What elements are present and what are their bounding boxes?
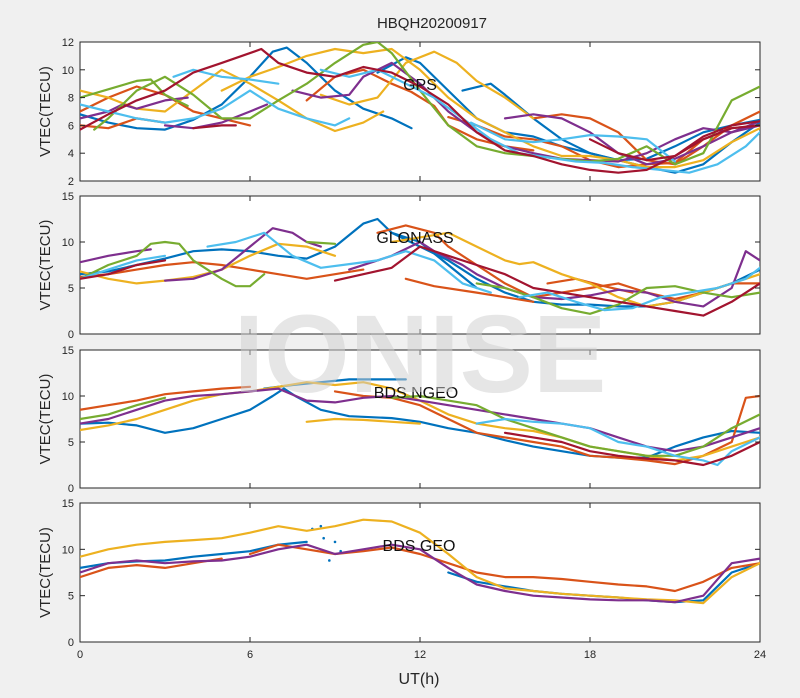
series-group (80, 518, 760, 605)
series-line-4-segment-4 (503, 113, 760, 166)
plot-area (79, 195, 761, 335)
y-tick-label: 10 (62, 544, 74, 556)
series-line-6-segment-3 (319, 68, 760, 174)
series-line-4-segment-2 (163, 227, 322, 282)
series-line-6-segment-1 (80, 254, 167, 280)
x-tick-label: 12 (414, 649, 426, 661)
y-tick-label: 5 (68, 437, 74, 449)
subplot-1: 2 4 6 8 10 12 VTEC(TECU) GPS (37, 37, 761, 188)
series-line-1-segment-2 (390, 231, 478, 290)
y-axis-label: VTEC(TECU) (37, 527, 54, 618)
y-tick-label: 0 (68, 329, 74, 341)
series-line-4-segment-1 (80, 96, 189, 120)
y-tick-label: 0 (68, 637, 74, 649)
series-line-6-segment-2 (172, 68, 280, 85)
series-line-5-segment-1 (80, 78, 189, 107)
series-line-2-segment-2 (305, 68, 535, 152)
plot-area (79, 502, 761, 643)
y-tick-label: 2 (68, 176, 74, 188)
series-group (80, 378, 760, 467)
y-tick-label: 12 (62, 37, 74, 49)
series-line-7-segment-1 (80, 47, 760, 174)
watermark: IONISE (234, 293, 607, 416)
y-tick-label: 15 (62, 498, 74, 510)
series-line-4-segment-3 (348, 240, 760, 308)
panel-label: GPS (403, 77, 437, 94)
x-tick-label: 0 (77, 649, 83, 661)
series-line-2-segment-1 (80, 261, 365, 280)
series-line-1-segment-1 (80, 46, 413, 131)
panel-label: GLONASS (376, 230, 453, 247)
y-tick-label: 0 (68, 483, 74, 495)
y-tick-label: 6 (68, 120, 74, 132)
series-line-7-segment-1 (503, 431, 760, 467)
series-line-6-segment-4 (469, 121, 677, 163)
x-tick-label: 24 (754, 649, 766, 661)
series-line-6-segment-2 (206, 231, 492, 294)
series-line-7-segment-3 (588, 120, 760, 162)
y-tick-label: 10 (62, 237, 74, 249)
series-line-3-segment-2 (220, 47, 760, 169)
series-line-5-segment-1 (80, 396, 167, 421)
series-dot-1-3 (322, 536, 325, 540)
series-line-3-segment-2 (305, 417, 422, 425)
subplot-3: 0 5 10 15 VTEC(TECU) BDS NGEO (37, 345, 761, 495)
x-tick-label: 6 (247, 649, 253, 661)
series-line-4-segment-1 (80, 543, 760, 604)
series-line-6-segment-1 (475, 417, 760, 467)
y-tick-label: 4 (68, 148, 74, 160)
series-line-5-segment-2 (390, 394, 760, 457)
series-dot-1-5 (333, 540, 337, 544)
series-line-6-segment-3 (518, 266, 760, 312)
series-dot-1-2 (319, 524, 323, 528)
y-tick-label: 10 (62, 65, 74, 77)
x-tick-label: 18 (584, 649, 596, 661)
series-line-7-segment-1 (80, 259, 167, 280)
subplot-2: 0 5 10 15 VTEC(TECU) GLONASS (37, 191, 761, 341)
series-line-5-segment-3 (475, 282, 760, 315)
y-tick-label: 10 (62, 391, 74, 403)
series-line-4-segment-3 (291, 61, 760, 163)
y-tick-label: 8 (68, 93, 74, 105)
series-line-5-segment-2 (305, 240, 337, 245)
series-line-2-segment-1 (80, 557, 223, 579)
y-axis-label: VTEC(TECU) (37, 220, 54, 311)
series-line-2-segment-3 (404, 277, 535, 303)
panel-label: BDS GEO (383, 538, 456, 555)
x-axis-label: UT(h) (399, 671, 440, 688)
y-axis-label: VTEC(TECU) (37, 374, 54, 465)
series-line-5-segment-2 (93, 42, 760, 166)
series-line-3-segment-2 (390, 231, 760, 308)
series-line-2-segment-2 (333, 390, 760, 466)
series-line-4-segment-2 (163, 103, 269, 130)
panel-label: BDS NGEO (374, 385, 458, 402)
y-tick-label: 15 (62, 191, 74, 203)
series-line-1-segment-3 (461, 82, 760, 162)
chart-title: HBQH20200917 (377, 15, 487, 32)
y-tick-label: 15 (62, 345, 74, 357)
series-line-3-segment-3 (319, 50, 535, 120)
y-tick-label: 5 (68, 591, 74, 603)
series-line-5-segment-1 (80, 240, 266, 288)
series-line-6-segment-1 (80, 89, 351, 127)
subplot-4: 0 6 12 18 24 0 5 10 15 VTEC(TECU) BDS GEO (37, 498, 766, 661)
plot-area (79, 349, 761, 489)
series-dot-1-4 (328, 559, 331, 562)
y-axis-label: VTEC(TECU) (37, 66, 54, 157)
series-line-7-segment-2 (333, 245, 760, 317)
series-group (80, 42, 760, 174)
series-line-7-segment-2 (192, 124, 237, 130)
series-group (80, 217, 760, 317)
y-tick-label: 5 (68, 283, 74, 295)
series-line-2-segment-1 (80, 385, 252, 411)
